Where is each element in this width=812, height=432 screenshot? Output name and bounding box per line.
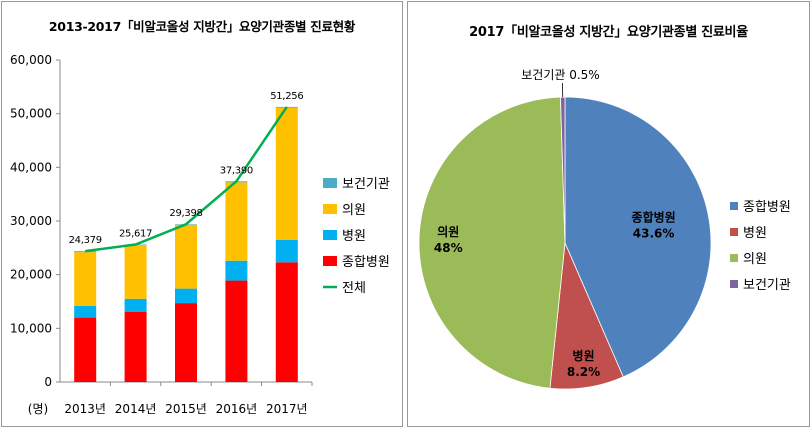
bar-segment-종합병원 xyxy=(124,311,147,382)
pie-data-label-의원: 48% xyxy=(434,241,463,255)
bar-segment-병원 xyxy=(124,298,147,312)
total-data-label: 37,390 xyxy=(220,165,253,176)
bar-segment-병원 xyxy=(175,288,197,304)
legend-swatch-종합병원 xyxy=(730,202,738,210)
x-tick-label: 2014년 xyxy=(115,402,157,416)
legend-label-의원: 의원 xyxy=(342,203,366,218)
legend-swatch-병원 xyxy=(323,230,337,240)
legend-label-병원: 병원 xyxy=(342,229,366,244)
legend-swatch-보건기관 xyxy=(323,178,337,188)
bar-segment-의원 xyxy=(74,252,97,306)
legend-label-의원: 의원 xyxy=(743,252,767,267)
y-tick-label: 40,000 xyxy=(10,160,52,174)
y-tick-label: 30,000 xyxy=(10,214,52,228)
bar-segment-의원 xyxy=(225,182,248,261)
x-tick-label: 2017년 xyxy=(266,402,308,416)
legend-label-보건기관: 보건기관 xyxy=(743,278,791,293)
pie-category-label-의원: 의원 xyxy=(437,224,459,239)
legend-label-전체: 전체 xyxy=(342,281,366,296)
legend-swatch-보건기관 xyxy=(730,280,738,288)
bar-segment-병원 xyxy=(275,239,298,263)
legend-label-병원: 병원 xyxy=(743,226,767,241)
y-tick-label: 60,000 xyxy=(10,53,52,67)
total-line xyxy=(85,106,288,253)
legend-swatch-종합병원 xyxy=(323,256,337,266)
y-tick-label: 20,000 xyxy=(10,268,52,282)
bar-segment-병원 xyxy=(225,260,248,281)
total-data-label: 24,379 xyxy=(69,235,102,246)
pie-chart-panel: 2017「비알코올성 지방간」요양기관종별 진료비율 종합병원 43.6% 병원 8.… xyxy=(407,1,810,427)
total-data-label: 29,398 xyxy=(169,208,202,219)
total-data-label: 25,617 xyxy=(119,229,152,240)
total-data-label: 51,256 xyxy=(270,91,303,102)
bar-segment-의원 xyxy=(275,107,298,240)
legend-swatch-의원 xyxy=(323,204,337,214)
y-tick-label: 0 xyxy=(44,375,52,389)
pie-data-label-보건기관: 보건기관 0.5% xyxy=(521,68,599,82)
bar-chart-title: 2013-2017「비알코올성 지방간」요양기관종별 진료현황 xyxy=(48,19,356,34)
legend-label-종합병원: 종합병원 xyxy=(342,255,390,270)
bar-segment-종합병원 xyxy=(275,262,298,382)
bar-chart: 0 10,000 20,000 30,000 40,000 50,000 60,000 (명)… xyxy=(10,53,390,416)
x-tick-label: 2016년 xyxy=(216,402,258,416)
bar-segment-종합병원 xyxy=(225,280,248,382)
bar-segment-의원 xyxy=(175,224,197,289)
y-unit-label: (명) xyxy=(28,402,48,416)
bar-chart-panel: 2013-2017「비알코올성 지방간」요양기관종별 진료현황 0 10,000 2… xyxy=(1,1,403,427)
pie-slice-의원 xyxy=(418,96,566,389)
pie-slice-종합병원 xyxy=(564,96,712,378)
legend-swatch-병원 xyxy=(730,228,738,236)
legend-swatch-의원 xyxy=(730,254,738,262)
pie-category-label-병원: 병원 xyxy=(572,348,594,363)
legend-label-종합병원: 종합병원 xyxy=(743,200,791,215)
pie-chart-title: 2017「비알코올성 지방간」요양기관종별 진료비율 xyxy=(469,25,748,40)
bar-segment-병원 xyxy=(74,305,97,318)
bar-segment-보건기관 xyxy=(74,251,97,253)
y-tick-label: 10,000 xyxy=(10,321,52,335)
x-tick-label: 2015년 xyxy=(165,402,207,416)
pie-data-label-종합병원: 43.6% xyxy=(633,227,675,241)
x-tick-label: 2013년 xyxy=(64,402,106,416)
bar-segment-종합병원 xyxy=(74,317,97,382)
legend-label-보건기관: 보건기관 xyxy=(342,177,390,192)
pie-category-label-종합병원: 종합병원 xyxy=(632,210,676,225)
bar-segment-의원 xyxy=(124,245,147,299)
y-tick-label: 50,000 xyxy=(10,107,52,121)
pie-data-label-병원: 8.2% xyxy=(567,365,600,379)
bar-segment-종합병원 xyxy=(175,303,197,382)
